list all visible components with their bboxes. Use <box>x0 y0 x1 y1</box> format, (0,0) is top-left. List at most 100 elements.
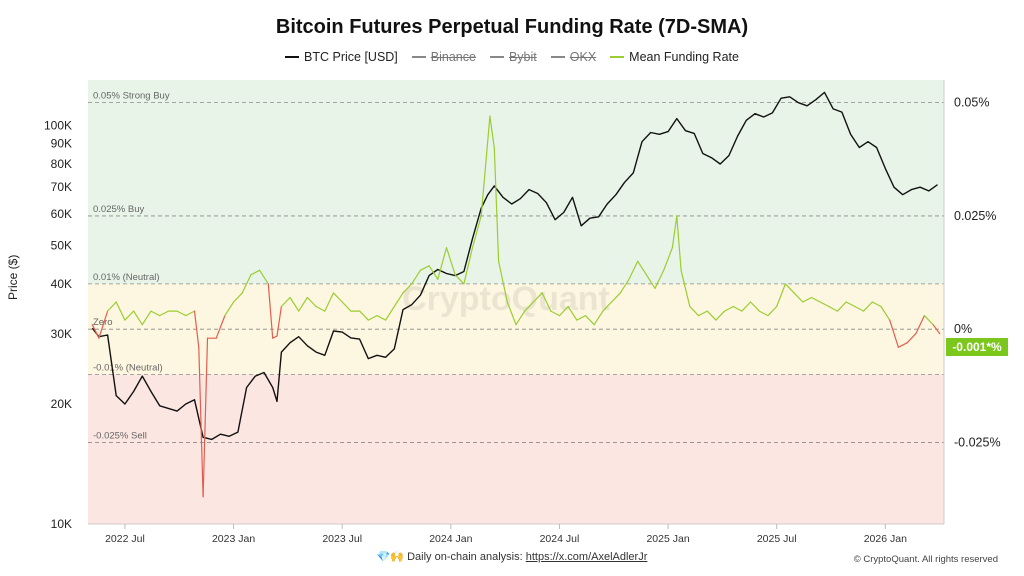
series-mean-funding-rate-segment <box>385 305 395 321</box>
y-tick-label: 30K <box>51 327 72 341</box>
y-tick-label: 40K <box>51 277 72 291</box>
y-tick-label: 100K <box>44 118 72 132</box>
level-label: -0.01% (Neutral) <box>93 362 163 373</box>
level-label: 0.01% (Neutral) <box>93 272 160 283</box>
series-mean-funding-rate-segment <box>715 310 726 321</box>
x-tick-label: 2022 Jul <box>105 533 145 545</box>
series-mean-funding-rate-segment <box>550 310 561 317</box>
series-mean-funding-rate-segment <box>471 215 482 249</box>
series-mean-funding-rate-segment <box>532 292 543 303</box>
series-mean-funding-rate-segment <box>233 292 243 303</box>
legend-swatch <box>285 56 300 58</box>
legend-label: Bybit <box>508 50 537 64</box>
series-mean-funding-rate-segment <box>810 296 821 303</box>
copyright: © CryptoQuant. All rights reserved <box>853 554 998 565</box>
series-mean-funding-rate-segment <box>367 315 378 321</box>
footer: 💎🙌 Daily on-chain analysis: https://x.co… <box>0 550 1024 563</box>
footer-link[interactable]: https://x.com/AxelAdlerJr <box>525 551 648 563</box>
series-mean-funding-rate-segment <box>437 247 448 280</box>
series-mean-funding-rate-segment <box>802 296 813 303</box>
series-mean-funding-rate-segment <box>897 342 908 348</box>
series-mean-funding-rate-segment <box>289 296 300 312</box>
series-mean-funding-rate-segment <box>193 310 200 348</box>
legend-label: Mean Funding Rate <box>629 50 739 64</box>
series-mean-funding-rate-segment <box>637 260 648 276</box>
series-mean-funding-rate-segment <box>784 283 795 294</box>
legend-swatch <box>489 56 504 58</box>
legend-item-btc-price[interactable]: BTC Price [USD] <box>285 50 398 64</box>
series-mean-funding-rate-segment <box>306 296 317 308</box>
legend-item-mean-funding-rate[interactable]: Mean Funding Rate <box>610 50 739 64</box>
legend-item-binance[interactable]: Binance <box>411 50 476 64</box>
x-tick-label: 2024 Jul <box>540 533 580 545</box>
series-mean-funding-rate-segment <box>923 315 934 326</box>
series-mean-funding-rate-segment <box>463 247 474 285</box>
series-mean-funding-rate-segment <box>202 337 209 498</box>
series-mean-funding-rate-segment <box>159 310 169 317</box>
series-mean-funding-rate-segment <box>871 301 882 308</box>
y-tick-label: 50K <box>51 238 72 252</box>
series-mean-funding-rate-segment <box>915 315 926 335</box>
level-label: -0.025% Sell <box>93 430 147 441</box>
y-tick-label: 10K <box>51 517 72 531</box>
series-mean-funding-rate-segment <box>280 296 291 308</box>
zone-sell <box>88 374 944 524</box>
series-mean-funding-rate-segment <box>654 269 665 289</box>
y-right-tick-label: 0.025% <box>954 209 996 223</box>
series-mean-funding-rate-segment <box>932 324 941 335</box>
series-mean-funding-rate-segment <box>91 324 100 339</box>
series-mean-funding-rate-segment <box>332 292 343 303</box>
diamond-hands-icon: 💎🙌 <box>376 551 405 563</box>
legend-item-bybit[interactable]: Bybit <box>489 50 537 64</box>
series-mean-funding-rate-segment <box>106 301 117 312</box>
legend-swatch <box>550 56 565 58</box>
series-mean-funding-rate-segment <box>854 305 865 312</box>
level-label: Zero <box>93 317 113 328</box>
series-mean-funding-rate-segment <box>359 310 369 321</box>
series-mean-funding-rate-segment <box>198 346 204 498</box>
series-mean-funding-rate-segment <box>498 260 508 303</box>
level-label: 0.025% Buy <box>93 204 144 215</box>
x-tick-label: 2025 Jan <box>646 533 689 545</box>
level-label: 0.05% Strong Buy <box>93 91 170 102</box>
series-mean-funding-rate-segment <box>732 305 743 312</box>
series-mean-funding-rate-segment <box>267 283 274 339</box>
current-value-badge: -0.001*% <box>946 338 1008 356</box>
series-mean-funding-rate-segment <box>315 305 326 312</box>
series-mean-funding-rate-segment <box>663 247 674 271</box>
series-mean-funding-rate-segment <box>676 215 682 271</box>
series-mean-funding-rate-segment <box>541 292 552 312</box>
series-mean-funding-rate-segment <box>671 215 678 249</box>
series-mean-funding-rate-segment <box>689 305 700 317</box>
series-mean-funding-rate-segment <box>610 292 621 303</box>
series-mean-funding-rate-segment <box>241 274 252 294</box>
series-mean-funding-rate-segment <box>480 115 491 217</box>
series-mean-funding-rate-segment <box>645 274 656 289</box>
series-mean-funding-rate-segment <box>619 278 630 294</box>
series-mean-funding-rate-segment <box>298 296 308 312</box>
x-tick-label: 2023 Jul <box>322 533 362 545</box>
series-mean-funding-rate-segment <box>749 301 760 312</box>
y-tick-label: 20K <box>51 397 72 411</box>
series-mean-funding-rate-segment <box>723 305 734 312</box>
series-mean-funding-rate-segment <box>341 301 352 312</box>
series-mean-funding-rate-segment <box>115 301 126 321</box>
series-mean-funding-rate-segment <box>819 301 830 308</box>
x-tick-label: 2025 Jul <box>757 533 797 545</box>
series-mean-funding-rate-segment <box>250 269 261 276</box>
y-tick-label: 90K <box>51 137 72 151</box>
legend-label: BTC Price [USD] <box>304 50 398 64</box>
series-mean-funding-rate-segment <box>445 247 456 276</box>
series-mean-funding-rate-segment <box>706 310 717 321</box>
series-mean-funding-rate-segment <box>133 310 143 326</box>
x-tick-label: 2026 Jan <box>864 533 907 545</box>
series-mean-funding-rate-segment <box>776 283 787 308</box>
legend-item-okx[interactable]: OKX <box>550 50 596 64</box>
series-mean-funding-rate-segment <box>793 292 804 303</box>
series-mean-funding-rate-segment <box>680 269 691 308</box>
series-mean-funding-rate-segment <box>454 274 465 285</box>
series-mean-funding-rate-segment <box>628 260 639 280</box>
series-mean-funding-rate-segment <box>376 315 387 321</box>
series-mean-funding-rate-segment <box>506 301 517 326</box>
